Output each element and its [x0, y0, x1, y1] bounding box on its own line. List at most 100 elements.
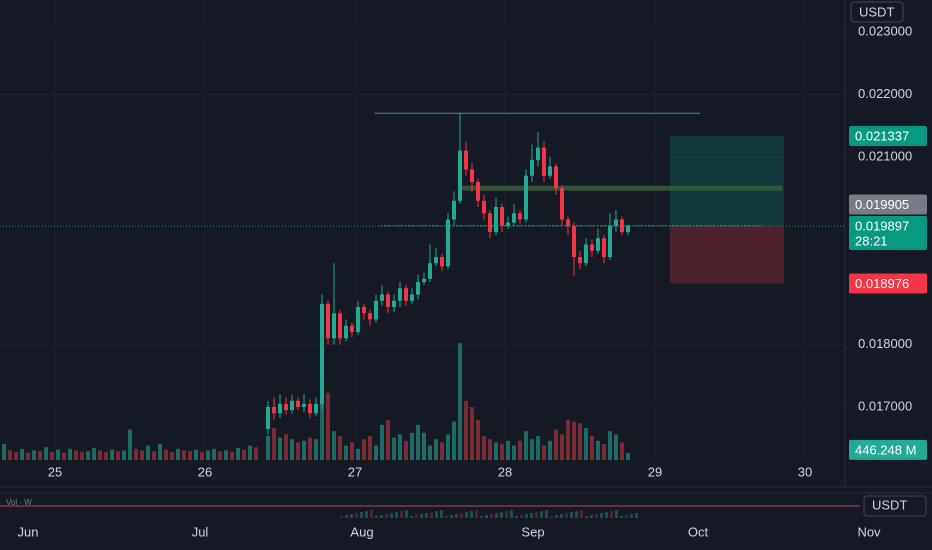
navigator-volume — [540, 511, 543, 518]
navigator-volume — [505, 511, 508, 518]
candle-body — [398, 288, 403, 301]
volume-bar — [284, 434, 289, 460]
volume-bar — [86, 451, 91, 460]
candle-body — [601, 238, 606, 257]
volume-bar — [80, 452, 85, 460]
candle-body — [559, 188, 564, 220]
y-tick-label: 0.023000 — [858, 23, 912, 38]
currency[interactable]: USDT — [859, 4, 894, 19]
y-tick-label: 0.021000 — [858, 148, 912, 163]
candle-body — [583, 244, 588, 264]
volume-bar — [362, 439, 367, 460]
navigator-volume — [565, 513, 568, 518]
navigator-currency-box[interactable] — [863, 495, 927, 517]
navigator-volume — [400, 511, 403, 518]
volume-bar — [529, 439, 534, 460]
volume-bar — [481, 436, 486, 460]
volume-bar — [439, 442, 444, 460]
volume-bar — [302, 440, 307, 460]
navigator-volume — [545, 510, 548, 518]
navigator-volume — [360, 512, 363, 518]
volume-bar — [278, 437, 283, 460]
y-tick-label: 0.018000 — [858, 336, 912, 351]
candle-body — [410, 294, 415, 301]
candle-body — [290, 400, 295, 411]
candle-body — [445, 219, 450, 267]
volume-bar — [457, 343, 462, 460]
candle-body — [380, 294, 385, 301]
volume-bar — [152, 451, 157, 460]
volume-bar — [296, 442, 301, 460]
candle-body — [613, 219, 618, 226]
stop-label-box — [849, 273, 927, 294]
volume-bar — [116, 451, 121, 460]
volume-bar — [266, 436, 271, 460]
navigator-volume — [555, 515, 558, 518]
candle-body — [421, 278, 426, 282]
navigator-volume — [475, 510, 478, 518]
volume-bar — [547, 440, 552, 460]
volume-bar — [62, 452, 67, 460]
volume-bar — [535, 436, 540, 460]
volume-bar — [128, 429, 133, 460]
volume-bar — [625, 452, 630, 460]
navigator-volume — [370, 510, 373, 518]
volume-bar — [589, 436, 594, 460]
volume-bar — [44, 447, 49, 460]
navigator-volume — [385, 514, 388, 518]
volume-bar — [338, 436, 343, 460]
candle-body — [296, 400, 301, 407]
candle-body — [272, 407, 277, 414]
navigator-volume — [510, 510, 513, 518]
candle-body — [374, 300, 379, 320]
volume-bar — [577, 423, 582, 460]
entry-label-box — [849, 194, 927, 215]
navigator-volume — [605, 512, 608, 518]
navigator-volume — [390, 513, 393, 518]
volume-label: 446.248 M — [855, 442, 916, 457]
candle-body — [326, 303, 331, 339]
candle-body — [529, 160, 534, 176]
volume-bar — [98, 450, 103, 460]
volume-bar — [230, 452, 235, 460]
navigator-label: Oct — [688, 524, 709, 539]
volume-bar — [463, 400, 468, 460]
candle-body — [332, 313, 337, 339]
y-tick-label: 0.017000 — [858, 398, 912, 413]
volume-bar — [332, 431, 337, 460]
navigator-volume — [460, 513, 463, 518]
currency-box[interactable] — [850, 1, 904, 23]
volume-bar — [511, 445, 516, 460]
candle-body — [607, 225, 612, 257]
candle-body — [589, 244, 594, 251]
navigator-volume — [415, 515, 418, 518]
candle-body — [302, 403, 307, 407]
volume-bar — [110, 449, 115, 460]
navigator-currency[interactable]: USDT — [872, 497, 907, 512]
navigator-volume — [470, 511, 473, 518]
volume-bar — [487, 439, 492, 460]
navigator-volume — [345, 515, 348, 518]
candle-body — [308, 403, 313, 414]
candle-body — [439, 257, 444, 267]
volume-bar — [607, 431, 612, 460]
volume-bar — [427, 445, 432, 460]
navigator-volume — [355, 513, 358, 518]
volume-bar — [344, 445, 349, 460]
volume-bar — [517, 440, 522, 460]
navigator-volume — [430, 512, 433, 518]
x-tick-label: 29 — [648, 464, 662, 479]
volume-bar — [368, 436, 373, 460]
volume-bar — [571, 421, 576, 460]
candle-body — [553, 166, 558, 189]
candle-body — [463, 150, 468, 170]
navigator-volume — [480, 516, 483, 518]
volume-bar — [392, 437, 397, 460]
navigator-volume — [570, 512, 573, 518]
entry-label: 0.019905 — [855, 197, 909, 212]
navigator-volume — [495, 513, 498, 518]
candle-body — [356, 307, 361, 332]
candle-body — [565, 219, 570, 226]
volume-bar — [421, 432, 426, 460]
navigator-label: Sep — [521, 524, 544, 539]
